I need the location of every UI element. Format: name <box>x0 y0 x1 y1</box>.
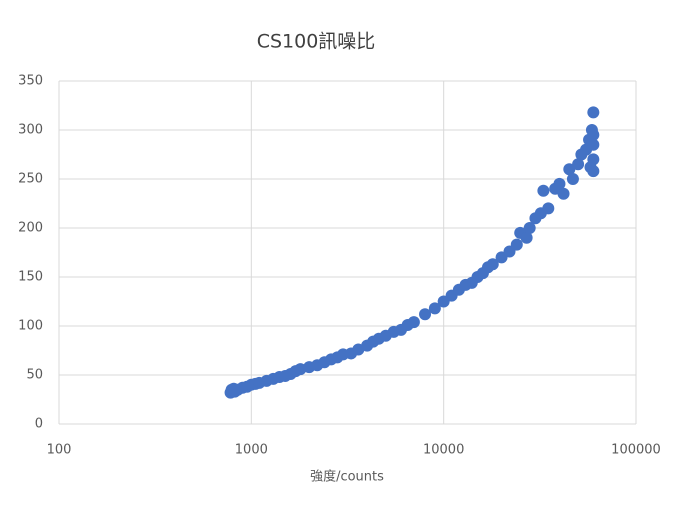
point <box>419 308 432 321</box>
y-tick-label: 50 <box>26 368 43 383</box>
point <box>523 222 536 234</box>
x-axis-label: 強度/counts <box>310 469 384 485</box>
point <box>553 177 566 190</box>
point <box>587 165 600 178</box>
point <box>542 202 555 215</box>
x-tick-label: 100000 <box>611 443 661 458</box>
point <box>587 138 600 151</box>
point <box>486 258 499 271</box>
y-tick-label: 100 <box>18 319 43 334</box>
chart-title: CS100訊噪比 <box>257 31 376 53</box>
point <box>587 153 600 166</box>
point <box>566 173 579 185</box>
x-tick-label: 100 <box>47 443 72 458</box>
point <box>587 106 600 119</box>
point <box>407 316 420 329</box>
y-tick-label: 350 <box>18 74 43 89</box>
x-tick-label: 1000 <box>235 443 268 458</box>
point <box>510 238 523 251</box>
y-tick-label: 250 <box>18 172 43 187</box>
point <box>557 187 570 200</box>
y-tick-label: 200 <box>18 221 43 236</box>
point <box>572 158 585 171</box>
point <box>520 231 533 244</box>
y-tick-label: 150 <box>18 270 43 285</box>
point <box>587 128 600 141</box>
point <box>428 302 441 315</box>
point <box>537 184 550 197</box>
x-tick-label: 10000 <box>423 443 464 458</box>
y-tick-label: 300 <box>18 123 43 138</box>
y-tick-label: 0 <box>35 417 43 432</box>
point <box>563 163 576 176</box>
